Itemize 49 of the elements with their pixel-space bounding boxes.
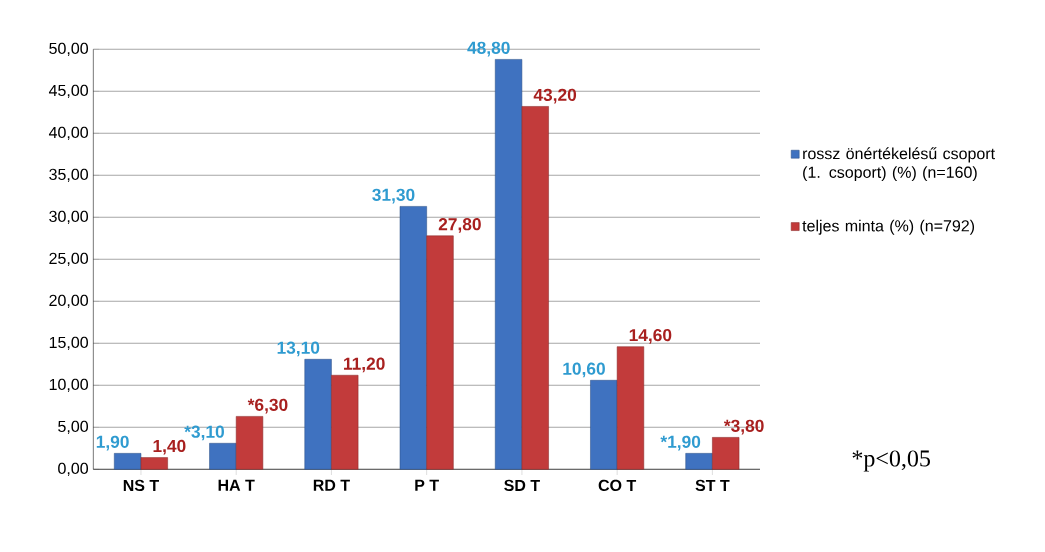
- data-label: 43,20: [533, 88, 577, 104]
- legend-label: teljes minta (%) (n=792): [802, 219, 975, 235]
- x-tick-label: RD T: [313, 479, 350, 491]
- y-tick-label: 30,00: [49, 210, 89, 224]
- x-tick-label: HA T: [218, 479, 255, 491]
- bar: [590, 380, 618, 470]
- y-tick-label: 0,00: [58, 462, 89, 476]
- x-tick-label: SD T: [504, 479, 540, 492]
- data-label: *6,30: [247, 398, 288, 414]
- x-tick-label: CO T: [598, 479, 637, 492]
- bar: [616, 346, 645, 470]
- bar: [685, 453, 713, 470]
- x-tick-label: ST T: [695, 479, 730, 492]
- bar: [712, 437, 740, 470]
- data-label: 13,10: [277, 341, 320, 357]
- data-label: 10,60: [563, 362, 605, 378]
- y-tick-label: 35,00: [49, 168, 89, 182]
- bar: [304, 359, 332, 470]
- legend-label: rossz önértékelésű csoport (1. csoport) (%) (n=160): [803, 147, 995, 182]
- data-label: 14,60: [629, 328, 672, 344]
- y-tick-label: 20,00: [49, 294, 89, 308]
- bar: [209, 443, 237, 470]
- x-tick-label: P T: [415, 479, 439, 491]
- bar: [494, 59, 523, 470]
- bar: [399, 206, 427, 470]
- bar: [521, 106, 549, 470]
- bar: [426, 235, 454, 470]
- data-label: 48,80: [467, 41, 510, 57]
- bar: [235, 416, 264, 470]
- y-tick-label: 50,00: [49, 42, 89, 56]
- y-tick-label: 40,00: [48, 126, 89, 140]
- bar: [114, 453, 142, 470]
- y-tick-label: 25,00: [49, 252, 89, 266]
- x-tick-label: NS T: [123, 479, 159, 492]
- data-label: 11,20: [344, 357, 385, 373]
- data-label: 31,30: [372, 188, 415, 204]
- y-tick-label: 15,00: [49, 336, 89, 350]
- bar: [331, 374, 359, 470]
- y-tick-label: 10,00: [49, 378, 89, 392]
- data-label: 27,80: [438, 218, 481, 233]
- data-label: *3,10: [184, 425, 224, 441]
- data-label: *1,90: [660, 435, 701, 451]
- y-tick-label: 5,00: [58, 420, 89, 434]
- bar: [140, 457, 168, 470]
- data-label: 1,40: [153, 439, 186, 455]
- data-label: 1,90: [96, 435, 129, 451]
- y-tick-label: 45,00: [48, 84, 89, 98]
- data-label: *3,80: [723, 419, 764, 435]
- text: *p<0,05: [852, 450, 930, 472]
